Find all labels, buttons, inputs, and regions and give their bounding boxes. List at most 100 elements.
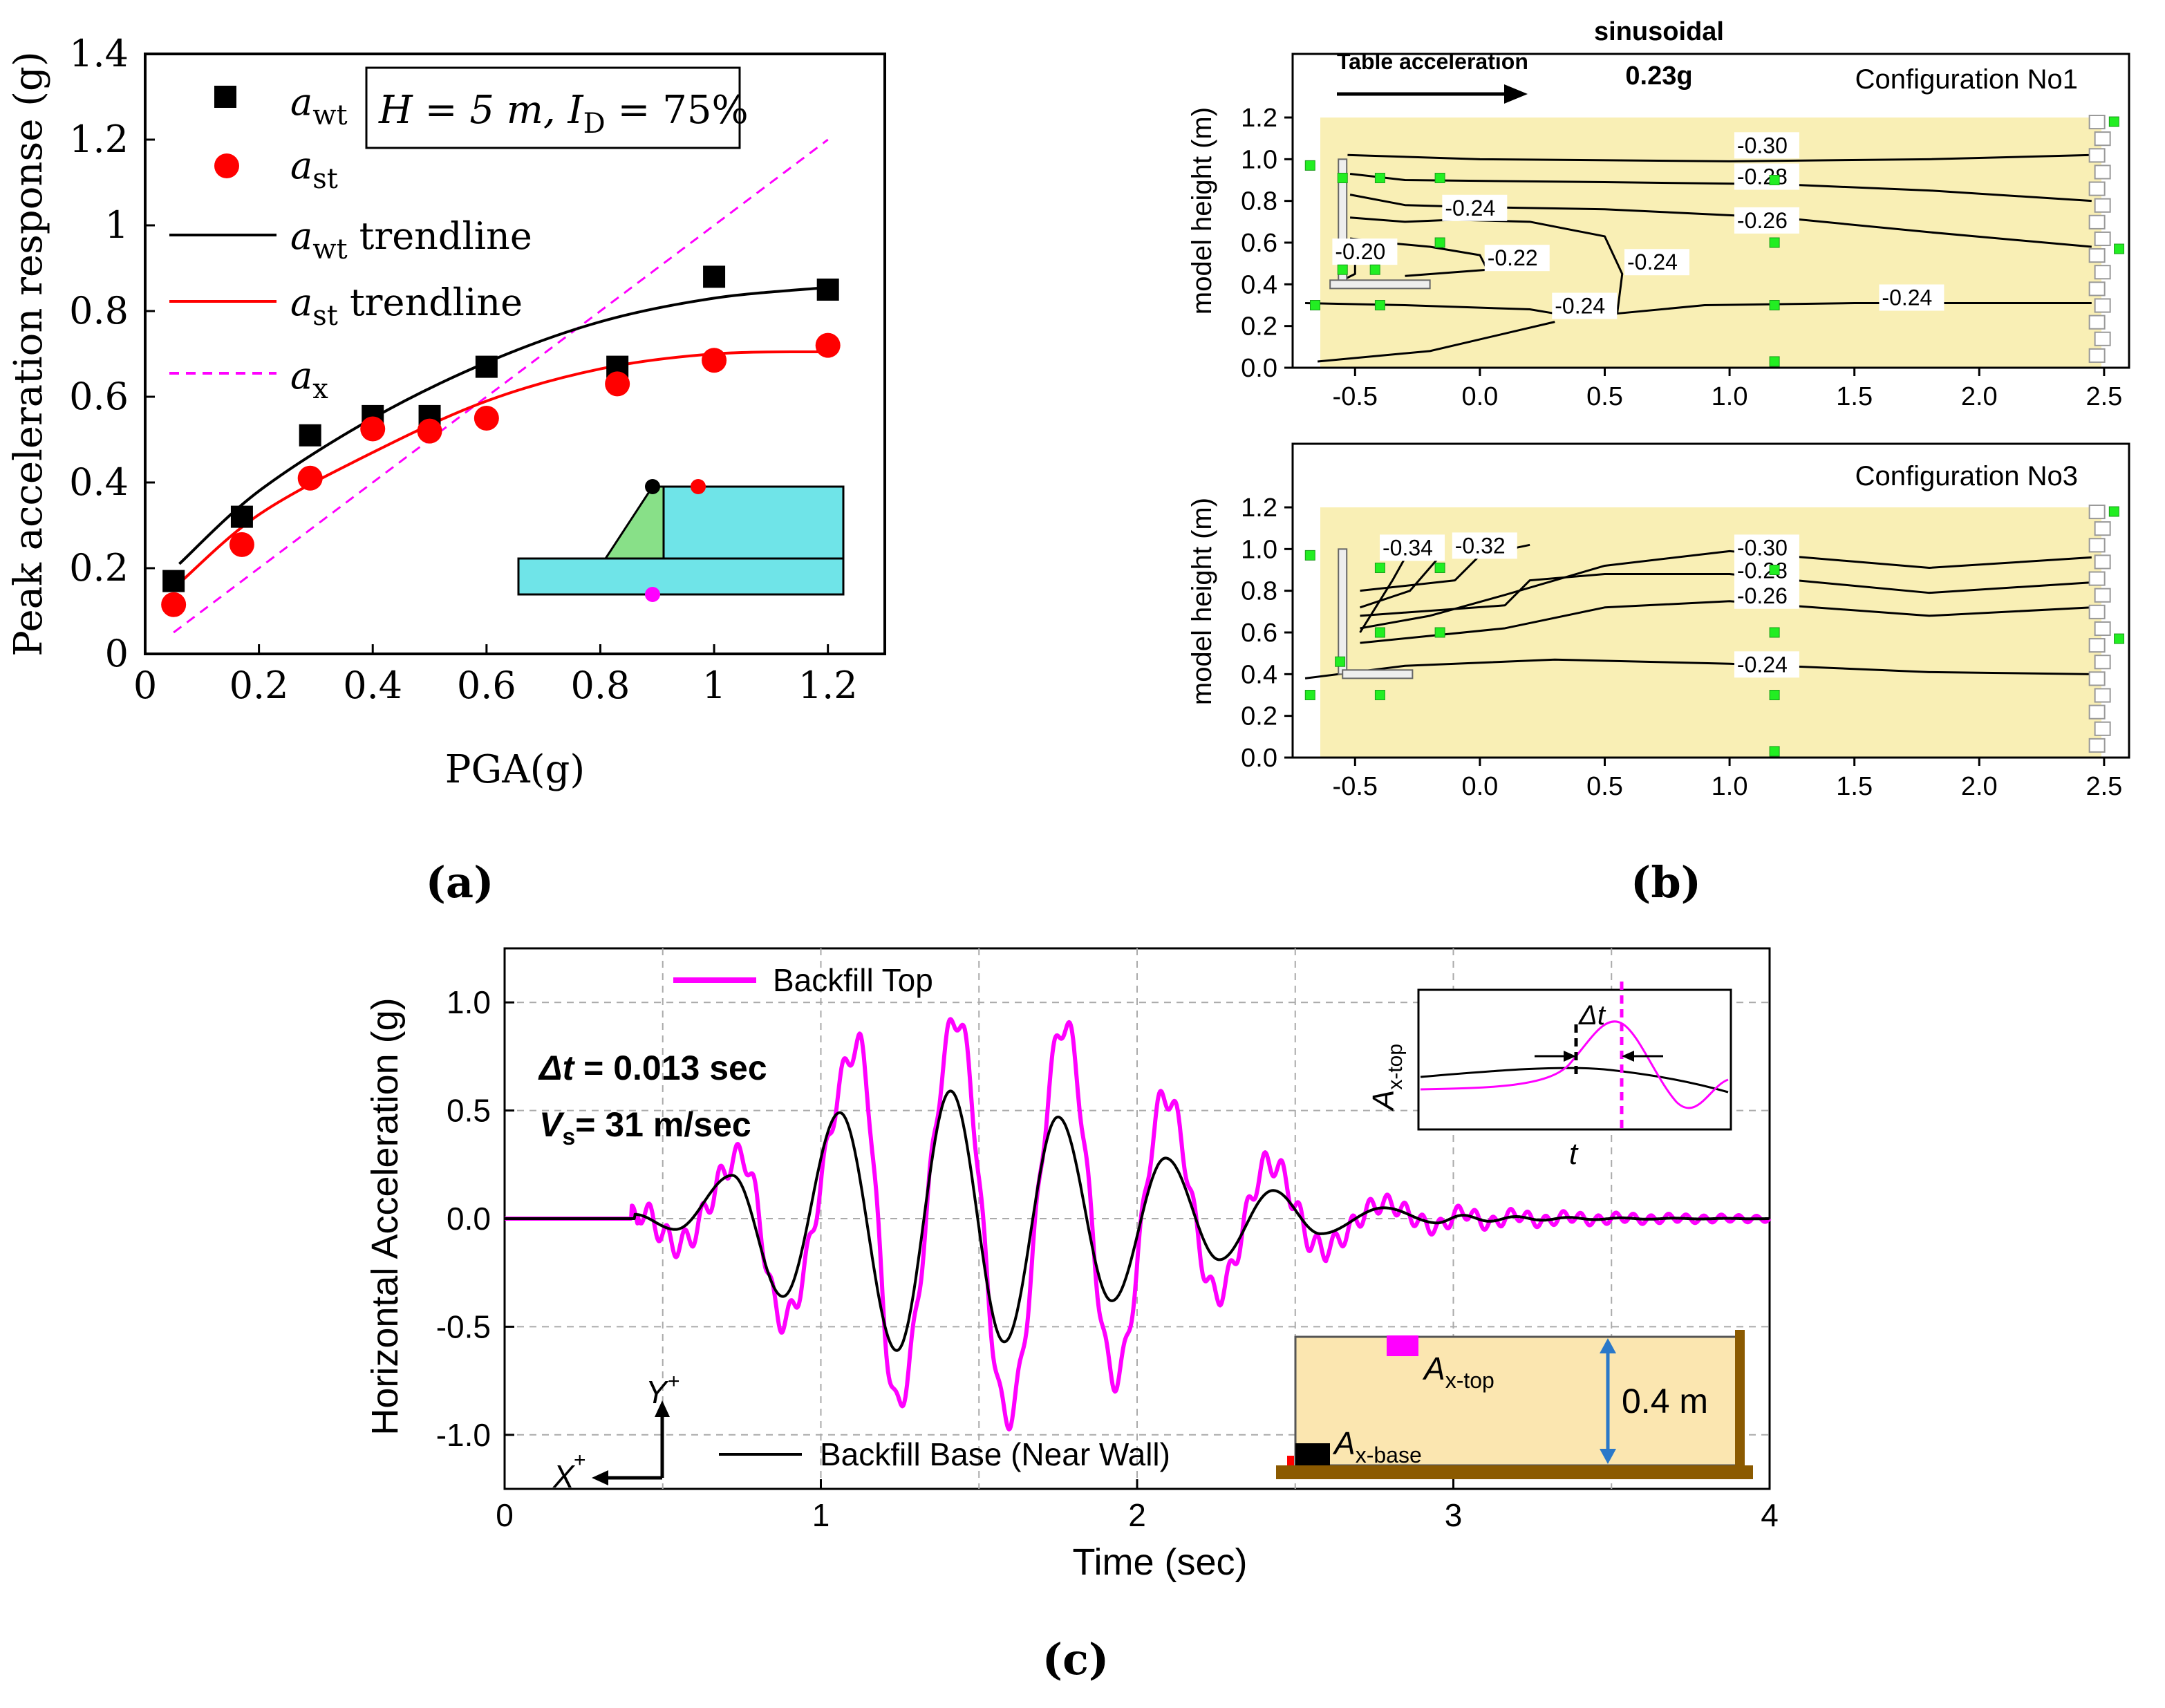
b-sensor — [1304, 690, 1315, 700]
b-x-tick-label: 1.5 — [1836, 772, 1873, 801]
b-end-wall-block — [2094, 265, 2111, 280]
b-sensor — [1769, 237, 1780, 248]
b-contour-label-bg — [1734, 132, 1799, 159]
b-y-tick-label: 0.4 — [1241, 270, 1277, 299]
schematic-base-block — [517, 557, 845, 596]
b-x-tick-label: 1.5 — [1836, 382, 1873, 411]
b-contour-label: -0.30 — [1737, 535, 1788, 560]
c-inset-dt-label: Δt — [1578, 1000, 1606, 1031]
schematic-backfill-block — [662, 485, 845, 560]
b-contour-label-bg — [1879, 284, 1944, 311]
c-axis-indicator: Y + X + — [552, 1370, 680, 1494]
b-retaining-wall-base — [1329, 279, 1431, 290]
a-st-point — [702, 348, 727, 373]
b-end-wall-block — [2088, 114, 2106, 130]
b-top-contour-labels: -0.30 -0.28 -0.24 -0.26 -0.20 -0.22 -0.24 -0.24… — [1332, 132, 1944, 319]
c-vs-annotation: Vs= 31 m/sec — [539, 1105, 751, 1150]
b-contour-line — [1349, 194, 2092, 248]
b-end-wall-block — [2094, 521, 2111, 536]
b-sensor — [2108, 116, 2119, 127]
c-model-wall — [1735, 1330, 1745, 1476]
a-st-point — [815, 332, 841, 358]
schematic-black-sensor — [645, 479, 660, 494]
c-dt-annotation: Δt = 0.013 sec — [538, 1049, 767, 1087]
a-x-tick-label: 0.6 — [457, 664, 516, 707]
c-y-tick-label: 1.0 — [447, 984, 491, 1020]
b-end-wall-block — [2088, 181, 2106, 196]
a-y-tick-label: 0.6 — [69, 375, 129, 418]
a-y-tick-label: 0 — [105, 632, 129, 675]
c-model-top-label: Ax-top — [1422, 1351, 1494, 1393]
b-contour-label: -0.26 — [1737, 208, 1788, 233]
b-x-tick-label: 0.5 — [1586, 382, 1623, 411]
b-contour-label-bg — [1734, 582, 1799, 609]
b-contour-label-bg — [1380, 534, 1445, 561]
c-model-height-arrow-down — [1600, 1449, 1616, 1464]
b-bottom-y-ticks: 0.0 0.2 0.4 0.6 0.8 1.0 1.2 — [1241, 494, 1293, 773]
panel-a: 0 0.2 0.4 0.6 0.8 1 1.2 0 0.2 0.4 0.6 0.8 1 1.2 1.4 P… — [6, 32, 886, 908]
b-y-tick-label: 0.8 — [1241, 187, 1277, 216]
b-contour-line — [1360, 600, 2092, 644]
b-sensor — [1369, 264, 1380, 275]
a-st-point — [360, 416, 386, 442]
c-inset-top-curve — [1420, 1020, 1729, 1109]
b-bottom-config-title: Configuration No3 — [1855, 461, 2078, 491]
c-model-height-label: 0.4 m — [1622, 1382, 1708, 1420]
panel-a-y-axis-label: Peak acceleration response (g) — [6, 51, 51, 656]
b-top-y-ticks: 0.0 0.2 0.4 0.6 0.8 1.0 1.2 — [1241, 104, 1293, 383]
b-sensor — [1434, 237, 1445, 248]
b-end-wall-block — [2088, 604, 2106, 619]
b-contour-line — [1347, 153, 2092, 162]
a-y-tick-label: 0.2 — [69, 546, 129, 590]
a-wt-point — [475, 355, 498, 378]
b-y-tick-label: 1.0 — [1241, 145, 1277, 174]
a-wt-point — [703, 265, 726, 288]
c-inset-x-label: t — [1569, 1137, 1579, 1171]
c-x-tick-label: 1 — [812, 1497, 830, 1533]
b-contour-label-bg — [1734, 534, 1799, 561]
b-y-tick-label: 0.4 — [1241, 660, 1277, 689]
b-end-wall-block — [2088, 571, 2106, 586]
a-x-tick-label: 0.4 — [343, 664, 402, 707]
panel-a-schematic — [517, 479, 845, 602]
b-end-wall-block — [2094, 231, 2111, 247]
b-contour-label: -0.20 — [1335, 239, 1385, 264]
c-y-ticks: -1.0 -0.5 0.0 0.5 1.0 — [436, 984, 514, 1453]
panel-a-label: (a) — [426, 857, 494, 908]
b-sensor — [1374, 627, 1385, 638]
b-end-wall-block — [2094, 165, 2111, 180]
c-inset-peak-detail: Δt Ax-top t — [1367, 982, 1732, 1171]
a-st-point — [417, 418, 442, 444]
panel-a-x-axis-label: PGA(g) — [445, 747, 585, 792]
panel-a-legend: awt ast awt trendline ast trendline ax — [169, 80, 532, 405]
a-y-tick-label: 1 — [105, 203, 129, 247]
c-inset-y-label: Ax-top — [1367, 1044, 1407, 1112]
c-model-red-marker — [1287, 1456, 1294, 1465]
b-y-tick-label: 0.6 — [1241, 229, 1277, 258]
b-sensor — [1374, 172, 1385, 183]
c-x-tick-label: 4 — [1761, 1497, 1779, 1533]
legend-marker-a-st — [214, 153, 239, 178]
b-retaining-wall-base — [1342, 669, 1414, 679]
b-top-load-label-1: sinusoidal — [1594, 17, 1724, 46]
b-x-tick-label: 2.0 — [1961, 382, 1998, 411]
b-contour-label-bg — [1484, 245, 1550, 272]
panel-b-bottom-subplot: -0.5 0.0 0.5 1.0 1.5 2.0 2.5 0.0 0.2 0.4 0.6 0.8 1.… — [1187, 442, 2130, 801]
b-contour-label: -0.26 — [1737, 583, 1788, 608]
c-model-base-label: Ax-base — [1332, 1425, 1422, 1467]
b-y-tick-label: 0.0 — [1241, 744, 1277, 773]
b-end-wall-block — [2094, 588, 2111, 603]
b-end-wall-block — [2088, 738, 2106, 753]
a-st-point — [229, 532, 254, 557]
c-axis-indicator-x-plus: + — [574, 1449, 586, 1472]
c-x-ticks: 0 1 2 3 4 — [496, 1479, 1779, 1533]
c-model-base-sensor — [1295, 1443, 1330, 1465]
a-y-tick-label: 1.2 — [69, 118, 129, 161]
b-sensor — [1769, 175, 1780, 185]
b-sensor — [1769, 565, 1780, 575]
b-x-tick-label: 0.5 — [1586, 772, 1623, 801]
legend-label-a-wt: awt — [290, 80, 348, 131]
a-x-tick-label: 1 — [702, 664, 726, 707]
c-inset-base-curve — [1420, 1067, 1729, 1094]
